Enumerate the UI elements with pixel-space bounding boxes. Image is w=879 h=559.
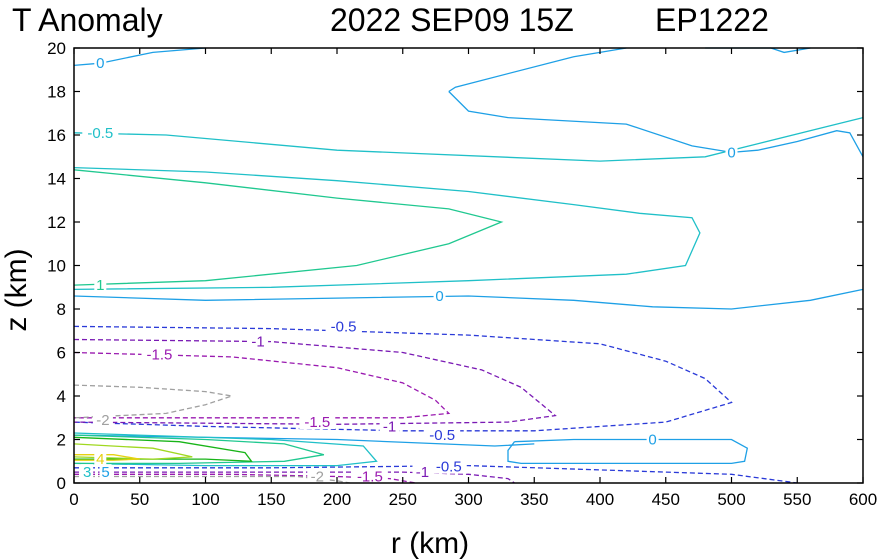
- contour-labels: 0 0 0 0 -0.5 1 -0.5 -0.5 -0.5 -1 -1 -1 -1.5 -1.5 -1.5 -…: [81, 55, 738, 485]
- y-tick-label: 16: [47, 126, 66, 145]
- contour-line-14: [73, 351, 451, 419]
- contour-line-0: [73, 47, 206, 67]
- contour-label: 0: [727, 144, 735, 161]
- x-tick-label: 200: [323, 490, 351, 509]
- x-tick-label: 600: [849, 490, 877, 509]
- contour-label: -1.5: [357, 468, 383, 485]
- y-axis-label: z (km): [0, 248, 33, 331]
- x-tick-label: 350: [520, 490, 548, 509]
- title-field: T Anomaly: [12, 2, 163, 38]
- x-axis-label: r (km): [391, 527, 469, 559]
- contour-line-1: [73, 288, 864, 310]
- contour-label-bg: [81, 464, 94, 480]
- contour-label-bg: [433, 287, 446, 303]
- x-tick-label: 100: [191, 490, 219, 509]
- contour-line-18: [73, 432, 378, 467]
- contour-label: -1: [416, 464, 429, 481]
- contour-label: 3: [83, 464, 91, 481]
- contour-line-21: [73, 443, 193, 460]
- contour-line-20: [73, 436, 253, 463]
- contour-line-11: [74, 464, 798, 484]
- contour-label: -1: [383, 418, 396, 435]
- contour-label-bg: [94, 451, 107, 467]
- contour-line-6: [507, 438, 749, 465]
- contour-label-bg: [141, 346, 178, 362]
- contour-label: -1.5: [304, 414, 330, 431]
- contour-label: -2: [96, 412, 109, 429]
- contour-label: -2: [311, 468, 324, 485]
- contour-label: 0: [648, 432, 656, 449]
- y-tick-label: 18: [47, 83, 66, 102]
- y-tick-label: 4: [57, 387, 66, 406]
- contour-label: -1.5: [147, 347, 173, 364]
- contour-line-8: [73, 166, 701, 291]
- contour-label-bg: [94, 277, 107, 293]
- contour-label: -0.5: [429, 427, 455, 444]
- contour-label-bg: [82, 124, 119, 140]
- y-tick-label: 14: [47, 170, 66, 189]
- contour-line-7: [73, 116, 864, 162]
- contour-line-17: [74, 475, 351, 484]
- title-storm: EP1222: [655, 2, 769, 38]
- x-tick-label: 400: [586, 490, 614, 509]
- y-tick-label: 0: [57, 474, 66, 493]
- x-tick-label: 500: [717, 490, 745, 509]
- x-tick-label: 0: [69, 490, 78, 509]
- x-tick-label: 300: [454, 490, 482, 509]
- chart-title: T Anomaly 2022 SEP09 15Z EP1222: [12, 2, 769, 38]
- y-tick-label: 2: [57, 431, 66, 450]
- y-tick-label: 20: [47, 39, 66, 58]
- x-tick-label: 150: [257, 490, 285, 509]
- x-axis-ticks: 0 50 100 150 200 250 300 350 400 450 500 550 600: [69, 48, 877, 509]
- contour-label-bg: [248, 333, 269, 349]
- contour-label-bg: [299, 414, 336, 430]
- contour-line-2: [448, 47, 627, 93]
- contour-label-bg: [351, 468, 388, 484]
- x-tick-label: 550: [783, 490, 811, 509]
- contour-label: -0.5: [331, 318, 357, 335]
- contour-label-bg: [307, 468, 328, 484]
- contour-lines: [73, 47, 864, 484]
- y-tick-label: 12: [47, 213, 66, 232]
- contour-label: 1: [96, 277, 104, 294]
- contour-label-bg: [725, 144, 738, 160]
- contour-label: 0: [435, 288, 443, 305]
- contour-label: -0.5: [436, 459, 462, 476]
- y-tick-label: 6: [57, 344, 66, 363]
- x-tick-label: 50: [130, 490, 149, 509]
- contour-line-3: [448, 91, 864, 158]
- contour-label-bg: [412, 464, 433, 480]
- contour-label-bg: [99, 464, 112, 480]
- contour-label-bg: [430, 458, 467, 474]
- contour-label-bg: [94, 55, 107, 71]
- contour-line-16: [73, 384, 233, 419]
- contour-label: -0.5: [87, 125, 113, 142]
- contour-label-bg: [92, 411, 113, 427]
- x-tick-label: 450: [652, 490, 680, 509]
- contour-line-19: [73, 434, 325, 465]
- y-tick-label: 10: [47, 257, 66, 276]
- contour-line-10: [73, 325, 733, 432]
- contour-label: -1: [251, 334, 264, 351]
- contour-line-5: [73, 434, 535, 447]
- y-tick-label: 8: [57, 300, 66, 319]
- contour-label-bg: [646, 431, 659, 447]
- contour-label-bg: [379, 418, 400, 434]
- x-tick-label: 250: [389, 490, 417, 509]
- contour-label-bg: [325, 318, 362, 334]
- contour-line-9: [73, 169, 504, 286]
- contour-label: 5: [101, 464, 109, 481]
- contour-label-bg: [424, 427, 461, 443]
- contour-label: 0: [96, 55, 104, 72]
- contour-label: 4: [96, 451, 104, 468]
- title-date: 2022 SEP09 15Z: [330, 2, 574, 38]
- contour-line-15: [74, 473, 417, 484]
